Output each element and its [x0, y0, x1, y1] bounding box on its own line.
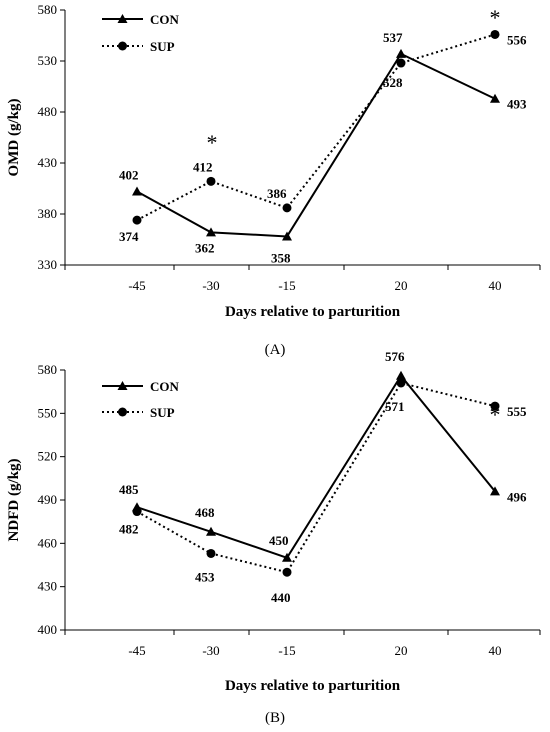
x-axis-title: Days relative to parturition: [225, 304, 401, 320]
y-tick-label: 580: [38, 2, 58, 17]
data-label-sup: 528: [383, 75, 403, 90]
y-tick-label: 380: [38, 206, 58, 221]
y-tick-label: 550: [38, 405, 58, 420]
data-label-sup: 482: [119, 522, 139, 537]
legend-label-sup: SUP: [150, 405, 175, 420]
panel-label: (B): [265, 710, 285, 726]
y-tick-label: 490: [38, 492, 58, 507]
data-point-con: [396, 370, 406, 380]
significance-marker: *: [207, 130, 218, 155]
data-point-con: [490, 93, 500, 103]
y-tick-label: 460: [38, 535, 58, 550]
data-point-con: [282, 231, 292, 241]
y-tick-label: 580: [38, 362, 58, 377]
data-label-con: 576: [385, 349, 405, 364]
y-tick-label: 530: [38, 53, 58, 68]
data-label-con: 402: [119, 168, 139, 183]
data-point-sup: [132, 507, 142, 517]
data-point-sup: [282, 203, 292, 213]
data-label-con: 358: [271, 250, 291, 265]
legend-marker-sup: [118, 41, 127, 51]
y-tick-label: 330: [38, 257, 58, 272]
x-tick-label: -30: [202, 643, 219, 658]
data-point-sup: [396, 58, 406, 68]
data-label-con: 496: [507, 489, 527, 504]
data-label-sup: 386: [267, 186, 287, 201]
series-line-con: [136, 52, 496, 238]
legend-label-con: CON: [150, 379, 180, 394]
y-tick-label: 520: [38, 449, 58, 464]
x-axis-title: Days relative to parturition: [225, 678, 401, 694]
x-tick-label: 40: [489, 278, 502, 293]
y-axis-title: OMD (g/kg): [6, 99, 22, 177]
y-tick-label: 430: [38, 579, 58, 594]
y-axis-title: NDFD (g/kg): [6, 459, 22, 542]
data-point-sup: [490, 29, 500, 39]
data-point-sup: [490, 401, 500, 411]
data-label-con: 468: [195, 505, 215, 520]
data-label-sup: 453: [195, 569, 215, 584]
data-label-con: 450: [269, 533, 289, 548]
y-tick-label: 430: [38, 155, 58, 170]
y-tick-label: 480: [38, 104, 58, 119]
legend-marker-con: [117, 14, 128, 23]
x-tick-label: -45: [128, 643, 145, 658]
series-line-sup: [136, 381, 496, 574]
x-tick-label: 20: [395, 278, 408, 293]
data-label-con: 485: [119, 482, 139, 497]
data-label-sup: 440: [271, 590, 291, 605]
data-point-sup: [206, 176, 216, 186]
data-point-sup: [282, 567, 292, 577]
significance-marker: *: [490, 402, 501, 427]
legend-marker-sup: [118, 407, 127, 417]
data-label-sup: 374: [119, 229, 139, 244]
data-label-sup: 556: [507, 32, 527, 47]
data-point-sup: [206, 548, 216, 558]
legend-marker-con: [117, 381, 128, 390]
data-label-con: 362: [195, 240, 215, 255]
legend-label-sup: SUP: [150, 39, 175, 54]
data-point-con: [206, 227, 216, 237]
x-tick-label: -45: [128, 278, 145, 293]
data-label-sup: 571: [385, 399, 405, 414]
data-point-con: [490, 486, 500, 496]
series-line-con: [136, 374, 496, 559]
x-tick-label: -15: [278, 278, 295, 293]
y-tick-label: 400: [38, 622, 58, 637]
data-label-con: 493: [507, 97, 527, 112]
data-point-sup: [396, 378, 406, 388]
x-tick-label: 20: [395, 643, 408, 658]
data-point-con: [282, 552, 292, 562]
x-tick-label: -30: [202, 278, 219, 293]
data-point-con: [206, 526, 216, 536]
data-label-sup: 412: [193, 159, 213, 174]
data-point-sup: [132, 215, 142, 225]
series-line-sup: [136, 33, 496, 222]
x-tick-label: 40: [489, 643, 502, 658]
data-point-con: [132, 186, 142, 196]
data-label-con: 537: [383, 30, 403, 45]
panel-b-ndfd-chart: 400 430 460 490 520 550 580 -45 -30 -15 20 40 Days r…: [6, 349, 541, 726]
panel-a-omd-chart: 330 380 430 480 530 580 -45 -30 -15 20 40 Days rela…: [6, 2, 541, 358]
x-tick-label: -15: [278, 643, 295, 658]
panel-label: (A): [265, 342, 286, 358]
data-point-con: [396, 48, 406, 58]
significance-marker: *: [490, 5, 501, 30]
data-label-sup: 555: [507, 404, 527, 419]
legend-label-con: CON: [150, 12, 180, 27]
